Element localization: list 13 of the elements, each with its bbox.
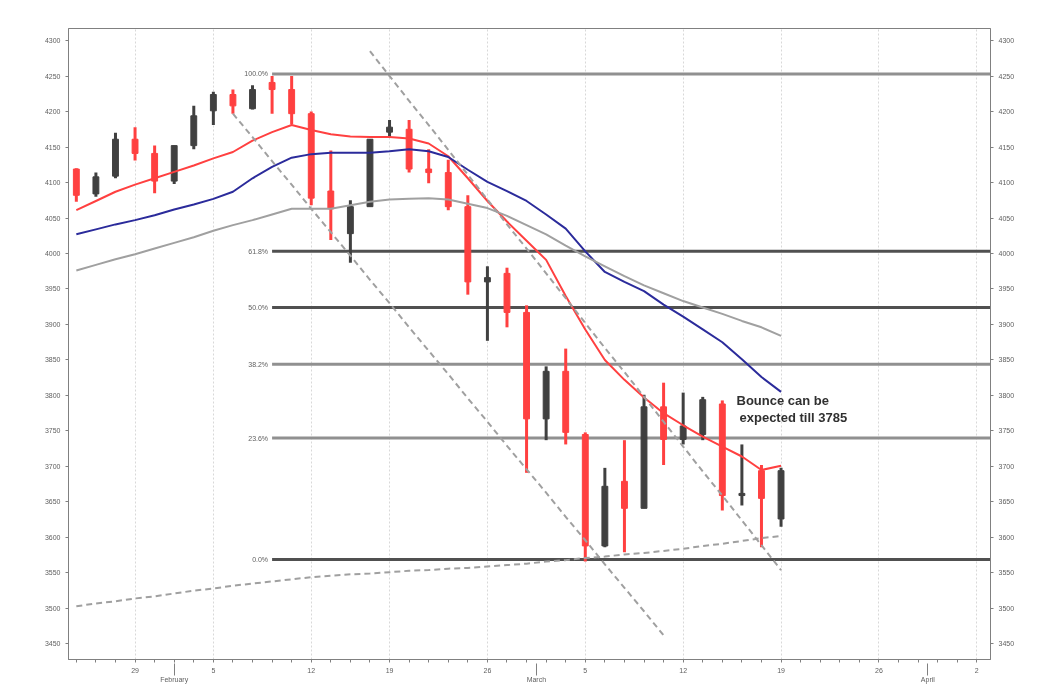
line-series	[75, 148, 783, 393]
candlestick	[483, 266, 491, 341]
candlestick	[229, 89, 237, 114]
candlestick	[92, 172, 100, 197]
candlestick	[679, 392, 687, 445]
candlestick	[268, 76, 276, 114]
candlestick	[425, 149, 433, 185]
candlestick	[131, 127, 139, 161]
annotation: Bounce can be expected till 3785	[736, 392, 848, 425]
candlestick	[327, 150, 335, 241]
candlestick	[738, 444, 746, 506]
candlestick	[209, 91, 217, 126]
candlestick	[249, 85, 256, 110]
